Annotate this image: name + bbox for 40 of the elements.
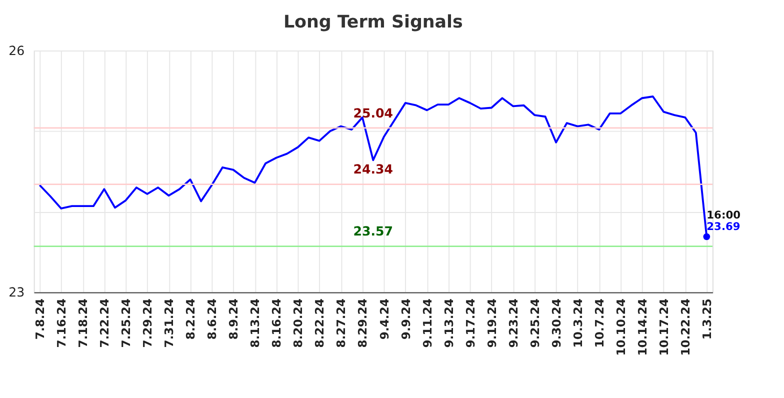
x-tick-label: 8.22.24 — [312, 298, 327, 348]
y-tick-label: 26 — [8, 42, 25, 58]
x-tick-label: 9.25.24 — [528, 298, 542, 348]
x-tick-label: 8.27.24 — [334, 298, 348, 348]
x-tick-label: 10.3.24 — [570, 298, 585, 348]
x-tick-label: 9.13.24 — [442, 298, 456, 348]
x-tick-label: 9.30.24 — [549, 298, 564, 348]
annotation: 23.69 — [706, 220, 740, 233]
x-tick-label: 9.17.24 — [463, 298, 478, 348]
x-tick-label: 7.29.24 — [140, 298, 155, 348]
x-tick-label: 1.3.25 — [700, 298, 714, 340]
x-tick-label: 9.19.24 — [484, 298, 499, 348]
annotation: 16:00 — [706, 208, 740, 222]
x-tick-label: 10.7.24 — [592, 298, 606, 348]
x-tick-label: 7.18.24 — [76, 298, 90, 348]
x-tick-label: 7.22.24 — [98, 298, 112, 348]
x-tick-label: 8.6.24 — [205, 298, 220, 340]
x-tick-label: 9.11.24 — [420, 298, 434, 348]
x-tick-label: 8.16.24 — [270, 298, 284, 348]
x-tick-label: 8.13.24 — [248, 298, 262, 348]
ref-line-label: 25.04 — [353, 105, 394, 120]
x-tick-label: 8.2.24 — [184, 298, 198, 340]
ref-line-label: 24.34 — [353, 162, 394, 177]
x-tick-label: 8.9.24 — [226, 298, 241, 340]
x-tick-label: 7.31.24 — [162, 298, 176, 348]
x-tick-label: 8.29.24 — [356, 298, 370, 348]
x-tick-label: 7.16.24 — [54, 298, 69, 348]
x-tick-label: 7.25.24 — [119, 298, 134, 348]
x-tick-label: 10.14.24 — [635, 298, 650, 356]
x-tick-label: 9.4.24 — [377, 298, 392, 340]
x-tick-label: 10.17.24 — [656, 298, 671, 356]
x-tick-label: 9.23.24 — [506, 298, 520, 348]
x-tick-label: 9.9.24 — [398, 298, 413, 340]
x-tick-label: 10.22.24 — [678, 298, 692, 356]
y-tick-label: 23 — [8, 284, 25, 300]
ref-line-label: 23.57 — [353, 224, 393, 239]
x-tick-label: 8.20.24 — [291, 298, 306, 348]
chart-title: Long Term Signals — [283, 12, 463, 32]
x-tick-label: 10.10.24 — [614, 298, 628, 356]
x-tick-label: 7.8.24 — [32, 298, 47, 340]
